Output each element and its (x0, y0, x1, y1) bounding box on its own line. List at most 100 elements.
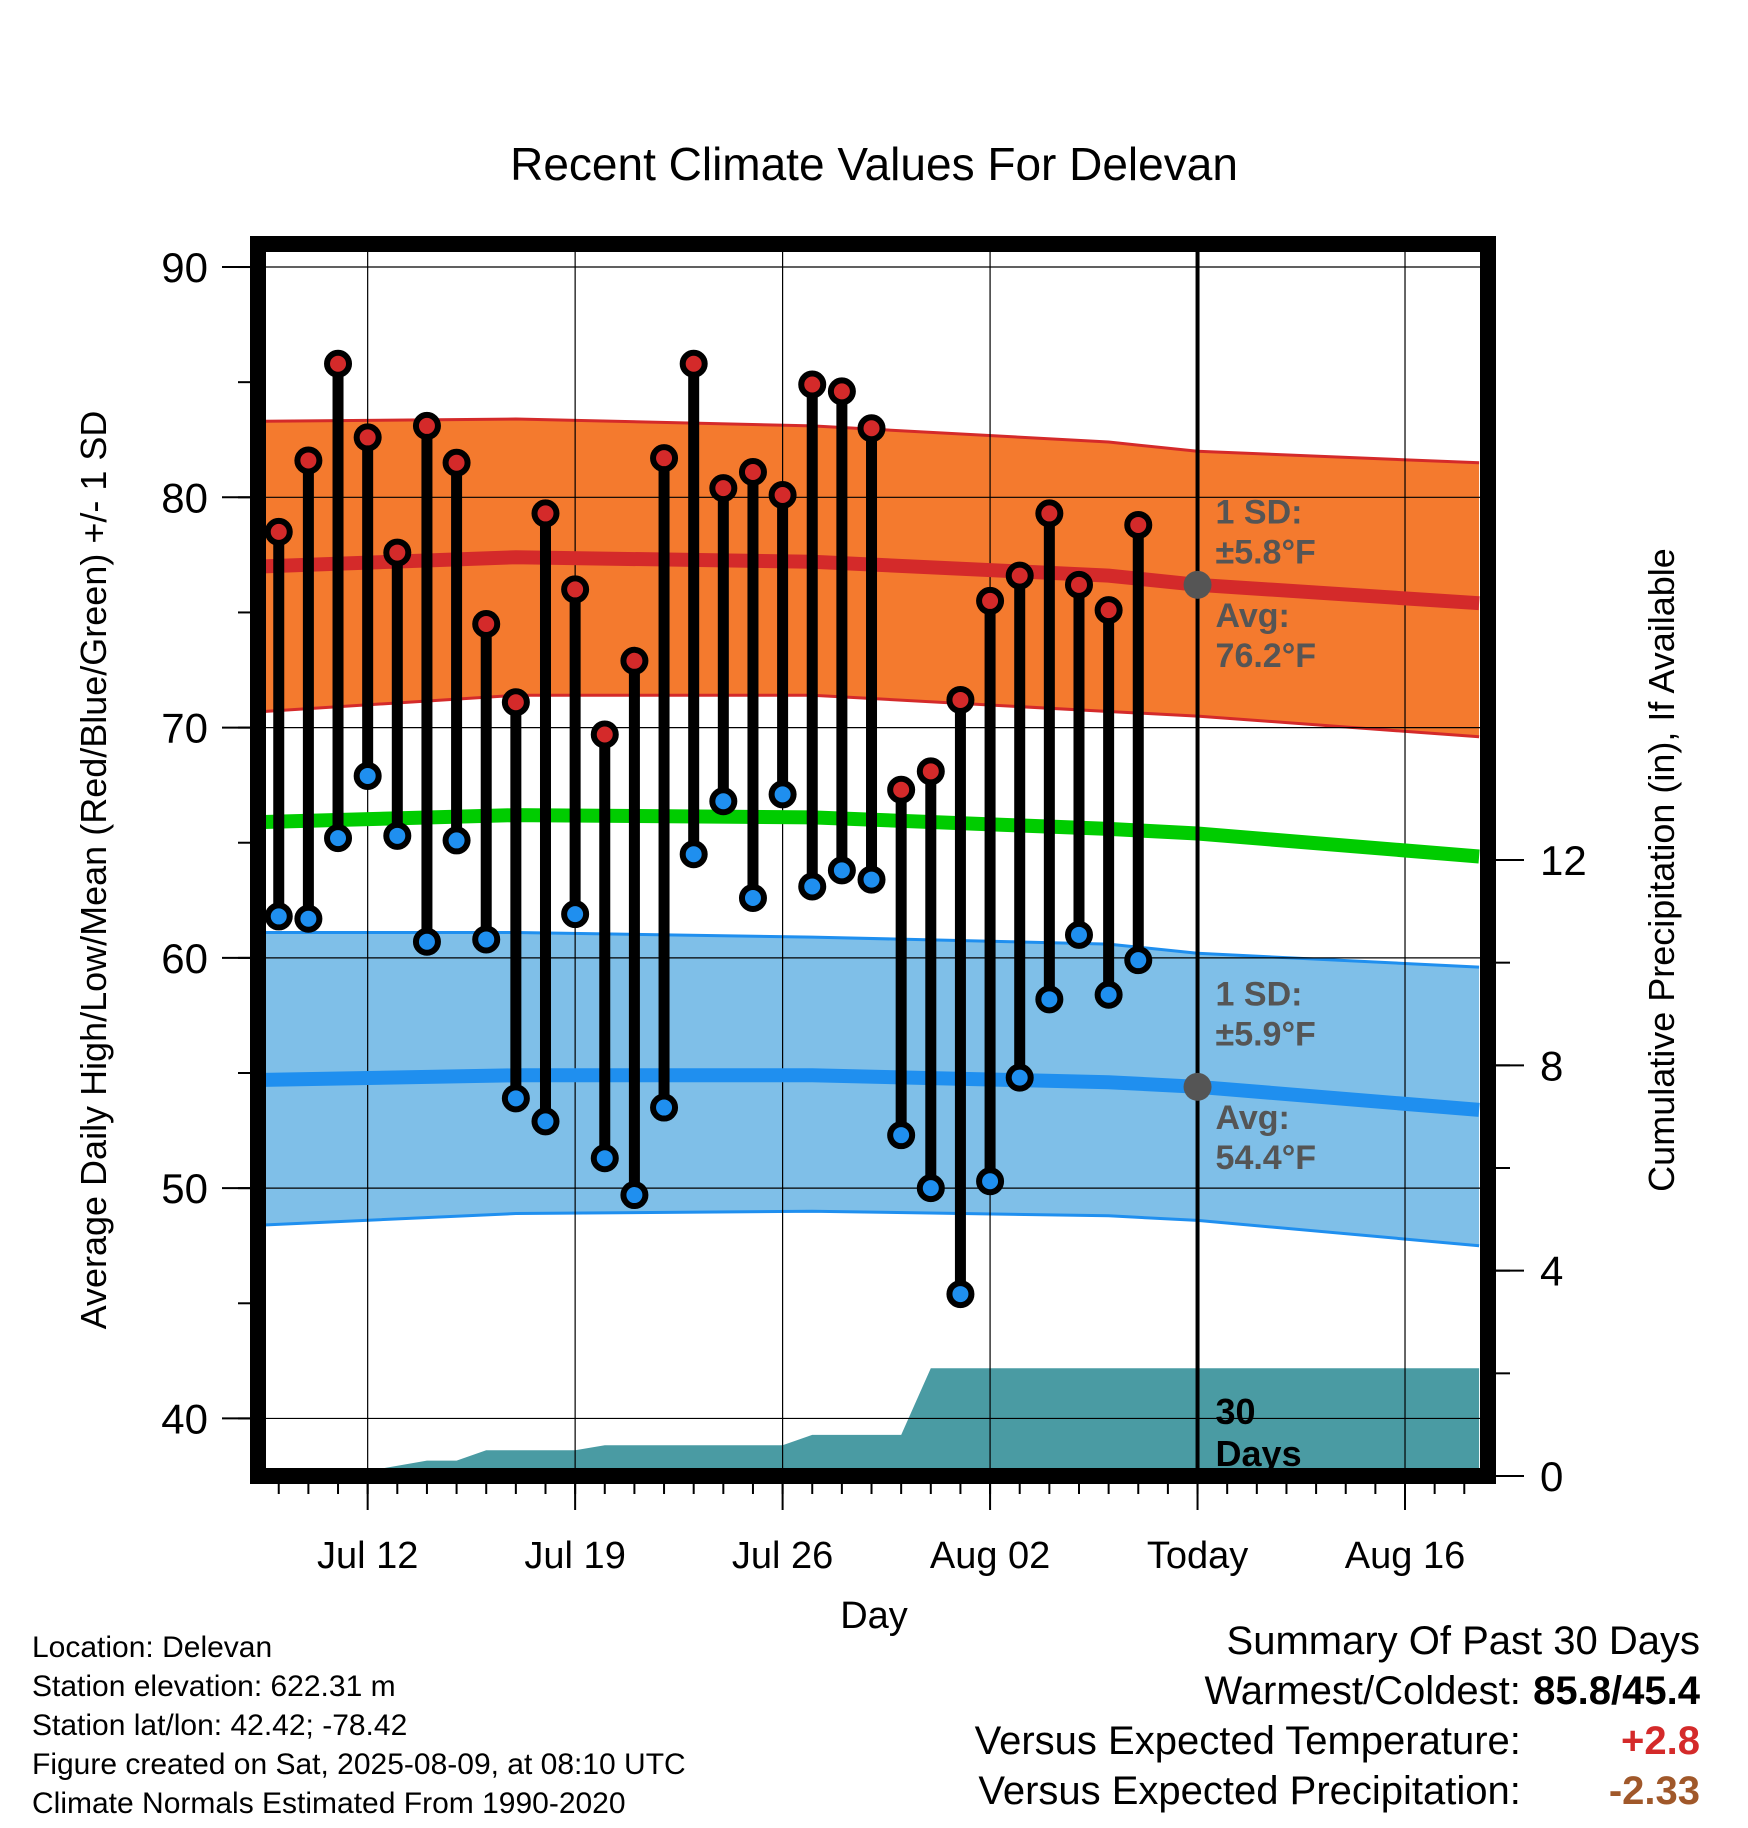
created-text: Figure created on Sat, 2025-08-09, at 08… (32, 1748, 686, 1781)
daily-low-point (738, 883, 767, 912)
precip-label: Versus Expected Precipitation: (978, 1769, 1521, 1813)
y-axis-label: Average Daily High/Low/Mean (Red/Blue/Gr… (73, 411, 114, 1330)
y-tick-label: 50 (161, 1165, 208, 1212)
daily-high-point (768, 481, 797, 510)
daily-low-point (501, 1084, 530, 1113)
daily-high-point (531, 499, 560, 528)
plot-frame (250, 236, 1496, 1484)
daily-low-point (946, 1280, 975, 1309)
warm-cold-row: Warmest/Coldest: 85.8/45.4 (975, 1666, 1701, 1716)
daily-low-point (768, 780, 797, 809)
days-label: Days (1216, 1433, 1302, 1474)
daily-high-point (324, 349, 353, 378)
daily-low-point (827, 856, 856, 885)
daily-high-point (650, 444, 679, 473)
daily-low-point (294, 904, 323, 933)
temp-row: Versus Expected Temperature: +2.8 (975, 1716, 1700, 1766)
daily-low-point (442, 826, 471, 855)
daily-high-point (472, 609, 501, 638)
daily-high-point (709, 474, 738, 503)
daily-high-point (916, 757, 945, 786)
daily-low-point (887, 1121, 916, 1150)
today-high-avg-marker (1183, 570, 1212, 599)
elevation-text: Station elevation: 622.31 m (32, 1670, 396, 1703)
chart-title: Recent Climate Values For Delevan (510, 138, 1238, 190)
daily-high-point (798, 370, 827, 399)
x-tick-label: Jul 19 (524, 1535, 625, 1577)
today-low-avg-marker (1183, 1072, 1212, 1101)
latlon-text: Station lat/lon: 42.42; -78.42 (32, 1709, 408, 1742)
precip-value: -2.33 (1608, 1769, 1700, 1813)
daily-low-point (412, 927, 441, 956)
x-tick-label: Jul 12 (317, 1535, 418, 1577)
low-sd-value: ±5.9°F (1216, 1015, 1316, 1053)
station-info: Location: Delevan Station elevation: 622… (32, 1628, 686, 1823)
summary-panel: Summary Of Past 30 Days Warmest/Coldest:… (975, 1616, 1700, 1816)
daily-high-point (412, 411, 441, 440)
high-avg-value: 76.2°F (1216, 637, 1317, 675)
daily-low-point (916, 1174, 945, 1203)
daily-high-point (738, 457, 767, 486)
daily-high-point (561, 575, 590, 604)
daily-high-point (590, 720, 619, 749)
x-axis-label: Day (840, 1595, 908, 1637)
daily-high-point (1035, 499, 1064, 528)
daily-high-point (679, 349, 708, 378)
daily-low-point (531, 1107, 560, 1136)
daily-high-point (887, 775, 916, 804)
warm-cold-label: Warmest/Coldest: (1204, 1669, 1521, 1713)
x-tick-label: Aug 02 (930, 1535, 1050, 1577)
days-count-label: 30 (1216, 1391, 1256, 1432)
daily-low-point (324, 824, 353, 853)
daily-low-point (620, 1181, 649, 1210)
high-sd-value: ±5.8°F (1216, 533, 1316, 571)
y-tick-label: 90 (161, 244, 208, 291)
y-tick-label: 80 (161, 474, 208, 521)
daily-high-point (976, 586, 1005, 615)
high-sd-label: 1 SD: (1216, 493, 1303, 531)
daily-high-point (857, 414, 886, 443)
daily-high-point (620, 646, 649, 675)
daily-low-point (1005, 1063, 1034, 1092)
y-tick-label: 70 (161, 705, 208, 752)
daily-low-point (709, 787, 738, 816)
daily-low-point (590, 1144, 619, 1173)
daily-high-point (1094, 596, 1123, 625)
high-sd-upper-line (263, 417, 1480, 465)
x-tick-label: Jul 26 (732, 1535, 833, 1577)
daily-low-point (679, 840, 708, 869)
y-tick-label: 60 (161, 935, 208, 982)
daily-low-point (1035, 985, 1064, 1014)
y2-tick-label: 0 (1540, 1453, 1563, 1500)
daily-low-point (1124, 946, 1153, 975)
normals-text: Climate Normals Estimated From 1990-2020 (32, 1787, 626, 1820)
y-tick-label: 40 (161, 1395, 208, 1442)
precip-area (352, 1368, 1480, 1476)
daily-high-point (353, 423, 382, 452)
high-normal-line (263, 550, 1480, 611)
daily-high-point (383, 538, 412, 567)
low-avg-value: 54.4°F (1216, 1139, 1317, 1177)
daily-low-point (264, 902, 293, 931)
daily-high-point (1124, 510, 1153, 539)
daily-high-point (946, 685, 975, 714)
x-tick-label: Today (1147, 1535, 1248, 1577)
y2-axis-label: Cumulative Precipitation (in), If Availa… (1641, 548, 1682, 1192)
y2-tick-label: 12 (1540, 837, 1587, 884)
low-sd-band (263, 932, 1480, 1246)
daily-high-point (294, 446, 323, 475)
daily-low-point (561, 900, 590, 929)
summary-heading: Summary Of Past 30 Days (1226, 1619, 1700, 1663)
daily-low-point (650, 1093, 679, 1122)
temp-label: Versus Expected Temperature: (974, 1719, 1521, 1763)
high-avg-label: Avg: (1216, 597, 1290, 635)
location-text: Location: Delevan (32, 1631, 273, 1664)
daily-low-point (383, 821, 412, 850)
daily-low-point (857, 865, 886, 894)
daily-low-point (1064, 920, 1093, 949)
x-tick-label: Aug 16 (1345, 1535, 1465, 1577)
precip-row: Versus Expected Precipitation: -2.33 (975, 1766, 1700, 1816)
daily-high-point (1064, 570, 1093, 599)
